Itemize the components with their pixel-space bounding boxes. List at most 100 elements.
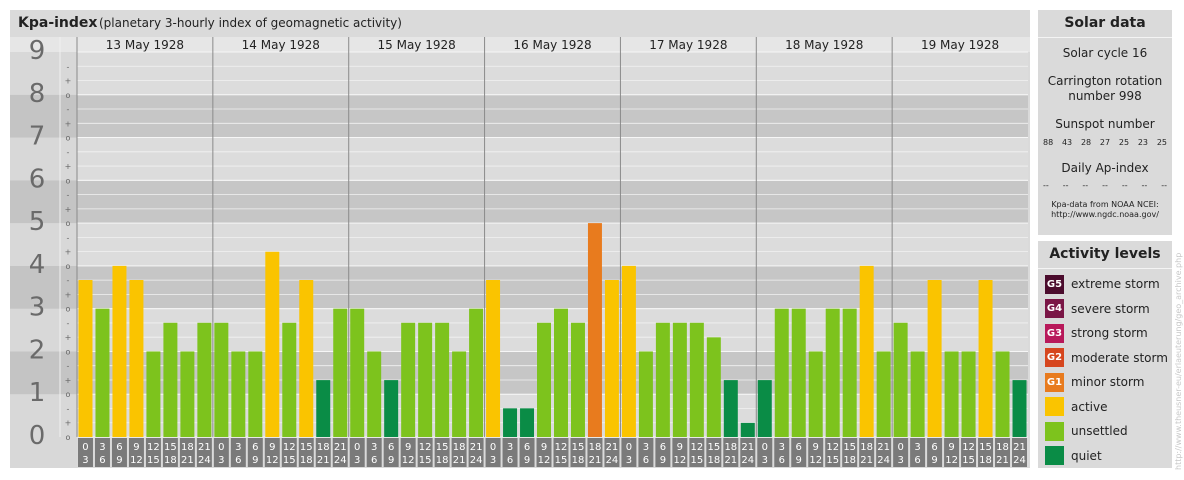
- minor-tick-label: +: [65, 333, 72, 342]
- chart-title: Kpa-index: [18, 15, 98, 31]
- legend-swatch: G1: [1045, 372, 1064, 392]
- interval-start-label: 6: [931, 442, 937, 453]
- ap-value: --: [1121, 181, 1128, 190]
- interval-end-label: 12: [266, 455, 279, 466]
- interval-start-label: 18: [996, 442, 1009, 453]
- interval-label-box: [247, 438, 263, 467]
- y-label-band: [10, 180, 60, 224]
- sunspot-value: 88: [1043, 138, 1054, 147]
- minor-tick-label: -: [67, 105, 70, 114]
- kp-bar: [112, 265, 127, 437]
- interval-label-box: [825, 438, 841, 467]
- ap-value: --: [1043, 181, 1049, 190]
- interval-label-box: [332, 438, 348, 467]
- interval-start-label: 9: [948, 442, 954, 453]
- interval-end-label: 12: [809, 455, 822, 466]
- y-label-band: [10, 265, 60, 309]
- interval-start-label: 3: [643, 442, 649, 453]
- interval-start-label: 0: [626, 442, 632, 453]
- interval-end-label: 6: [507, 455, 513, 466]
- interval-label-box: [740, 438, 756, 467]
- interval-start-label: 0: [354, 442, 360, 453]
- level-band: [77, 223, 1028, 266]
- interval-label-box: [791, 438, 807, 467]
- interval-start-label: 15: [843, 442, 856, 453]
- interval-start-label: 15: [300, 442, 313, 453]
- interval-start-label: 3: [507, 442, 513, 453]
- interval-start-label: 15: [572, 442, 585, 453]
- interval-start-label: 12: [962, 442, 975, 453]
- interval-label-box: [706, 438, 722, 467]
- sunspot-value: 25: [1156, 138, 1167, 147]
- interval-start-label: 12: [555, 442, 568, 453]
- interval-label-box: [893, 438, 909, 467]
- interval-end-label: 24: [334, 455, 347, 466]
- interval-end-label: 24: [198, 455, 211, 466]
- interval-label-box: [94, 438, 110, 467]
- interval-start-label: 12: [147, 442, 160, 453]
- sunspot-value: 27: [1099, 138, 1111, 147]
- interval-label-box: [519, 438, 535, 467]
- kp-bar: [333, 308, 348, 437]
- interval-start-label: 9: [677, 442, 683, 453]
- level-band: [77, 52, 1028, 95]
- interval-end-label: 12: [538, 455, 551, 466]
- interval-end-label: 12: [673, 455, 686, 466]
- interval-label-box: [451, 438, 467, 467]
- minor-tick-label: o: [66, 91, 71, 100]
- interval-label-box: [230, 438, 246, 467]
- level-band: [77, 94, 1028, 138]
- interval-label-box: [264, 438, 280, 467]
- interval-end-label: 9: [931, 455, 937, 466]
- kp-index-chart: 0123456789o+-o+-o+-o+-o+-o+-o+-o+-o+-13 …: [10, 36, 1030, 468]
- kp-bar: [486, 280, 501, 437]
- interval-end-label: 6: [914, 455, 920, 466]
- ap-value: --: [1082, 181, 1089, 190]
- kp-bar: [384, 380, 399, 437]
- interval-label-box: [978, 438, 994, 467]
- corner-block: [10, 437, 77, 468]
- interval-end-label: 6: [643, 455, 649, 466]
- minor-tick-label: o: [66, 305, 71, 314]
- interval-end-label: 15: [690, 455, 703, 466]
- interval-end-label: 15: [826, 455, 839, 466]
- level-band: [77, 180, 1028, 224]
- minor-tick-label: -: [67, 233, 70, 242]
- ap-index-title: Daily Ap-index: [1061, 161, 1149, 175]
- interval-start-label: 12: [283, 442, 296, 453]
- interval-end-label: 12: [402, 455, 415, 466]
- interval-start-label: 21: [198, 442, 211, 453]
- kp-bar: [435, 322, 450, 437]
- minor-tick-label: o: [66, 262, 71, 271]
- y-label-band: [10, 308, 60, 352]
- interval-end-label: 9: [116, 455, 122, 466]
- kp-bar: [621, 265, 636, 437]
- kp-bar: [842, 308, 857, 437]
- y-tick-label: 8: [29, 79, 46, 109]
- interval-end-label: 21: [317, 455, 330, 466]
- kp-bar: [95, 308, 110, 437]
- interval-label-box: [468, 438, 484, 467]
- sunspot-title: Sunspot number: [1055, 117, 1155, 131]
- interval-start-label: 15: [979, 442, 992, 453]
- kp-bar: [367, 351, 382, 437]
- interval-label-box: [213, 438, 229, 467]
- kp-bar: [197, 322, 212, 437]
- interval-start-label: 18: [724, 442, 737, 453]
- interval-start-label: 3: [235, 442, 241, 453]
- kp-bar: [604, 280, 619, 437]
- ap-value: --: [1062, 181, 1069, 190]
- interval-end-label: 15: [147, 455, 160, 466]
- interval-start-label: 15: [436, 442, 449, 453]
- interval-start-label: 6: [796, 442, 802, 453]
- day-label: 14 May 1928: [242, 38, 320, 52]
- interval-end-label: 24: [877, 455, 890, 466]
- kp-index-chart-panel: 0 1 2 3 4 5 6 7 8 9 o + - o + - o + - o + - o + - o + - o + - o + - o + -13 …: [10, 10, 1030, 468]
- minor-tick-label: o: [66, 347, 71, 356]
- interval-end-label: 21: [860, 455, 873, 466]
- y-tick-label: 9: [29, 36, 46, 66]
- interval-start-label: 9: [541, 442, 547, 453]
- interval-start-label: 12: [826, 442, 839, 453]
- interval-label-box: [128, 438, 144, 467]
- legend-label: unsettled: [1071, 424, 1128, 439]
